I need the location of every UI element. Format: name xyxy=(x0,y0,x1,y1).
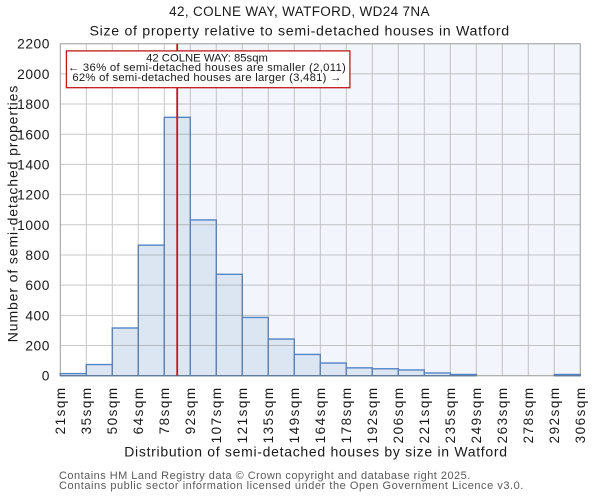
svg-text:21sqm: 21sqm xyxy=(53,386,68,434)
svg-text:600: 600 xyxy=(25,278,50,293)
svg-text:206sqm: 206sqm xyxy=(391,386,406,443)
svg-text:800: 800 xyxy=(25,248,50,263)
svg-text:178sqm: 178sqm xyxy=(339,386,354,443)
svg-text:78sqm: 78sqm xyxy=(157,386,172,434)
svg-text:1400: 1400 xyxy=(17,157,50,172)
svg-text:278sqm: 278sqm xyxy=(521,386,536,443)
svg-text:1800: 1800 xyxy=(17,97,50,112)
svg-text:62% of semi-detached houses ar: 62% of semi-detached houses are larger (… xyxy=(72,72,341,84)
svg-text:1600: 1600 xyxy=(17,127,50,142)
svg-text:200: 200 xyxy=(25,339,50,354)
svg-text:249sqm: 249sqm xyxy=(469,386,484,443)
svg-text:1000: 1000 xyxy=(17,218,50,233)
svg-text:64sqm: 64sqm xyxy=(131,386,146,434)
svg-text:42, COLNE WAY, WATFORD, WD24 7: 42, COLNE WAY, WATFORD, WD24 7NA xyxy=(169,4,430,19)
svg-text:1200: 1200 xyxy=(17,188,50,203)
svg-text:221sqm: 221sqm xyxy=(417,386,432,443)
svg-text:Contains public sector informa: Contains public sector information licen… xyxy=(59,480,524,492)
svg-text:2000: 2000 xyxy=(17,67,50,82)
svg-text:92sqm: 92sqm xyxy=(183,386,198,434)
svg-text:Size of property relative to s: Size of property relative to semi-detach… xyxy=(90,23,510,39)
svg-text:235sqm: 235sqm xyxy=(443,386,458,443)
svg-text:42 COLNE WAY: 85sqm: 42 COLNE WAY: 85sqm xyxy=(146,52,268,64)
svg-text:263sqm: 263sqm xyxy=(495,386,510,443)
svg-text:Distribution of semi-detached: Distribution of semi-detached houses by … xyxy=(124,444,507,460)
svg-text:135sqm: 135sqm xyxy=(261,386,276,443)
svg-text:107sqm: 107sqm xyxy=(209,386,224,443)
svg-text:192sqm: 192sqm xyxy=(365,386,380,443)
svg-text:121sqm: 121sqm xyxy=(235,386,250,443)
svg-text:164sqm: 164sqm xyxy=(313,386,328,443)
svg-text:400: 400 xyxy=(25,308,50,323)
svg-text:35sqm: 35sqm xyxy=(79,386,94,434)
svg-text:292sqm: 292sqm xyxy=(547,386,562,443)
svg-text:50sqm: 50sqm xyxy=(105,386,120,434)
svg-text:Number of semi-detached proper: Number of semi-detached properties xyxy=(5,85,21,342)
svg-text:Contains HM Land Registry data: Contains HM Land Registry data © Crown c… xyxy=(59,470,471,482)
svg-text:0: 0 xyxy=(42,369,50,384)
svg-text:2200: 2200 xyxy=(17,37,50,52)
svg-text:← 36% of semi-detached houses: ← 36% of semi-detached houses are smalle… xyxy=(68,62,346,74)
svg-text:149sqm: 149sqm xyxy=(287,386,302,443)
svg-text:306sqm: 306sqm xyxy=(573,386,588,443)
